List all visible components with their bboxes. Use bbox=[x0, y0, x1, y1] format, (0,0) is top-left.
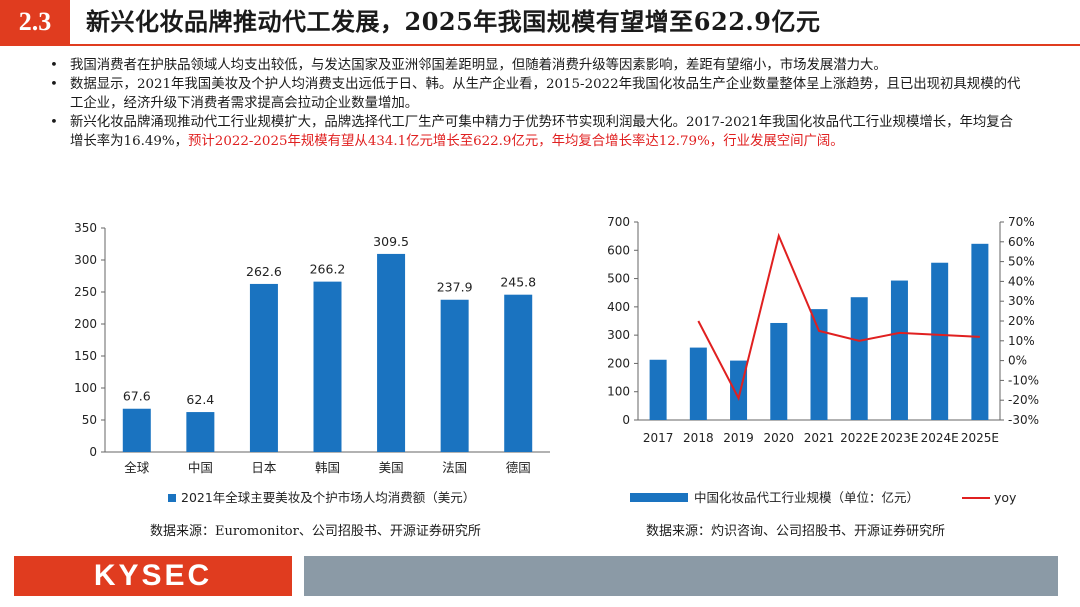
bar bbox=[850, 297, 868, 420]
x-tick-label: 2019 bbox=[723, 431, 754, 445]
right-tick-label: 70% bbox=[1008, 215, 1035, 229]
legend-line-label: yoy bbox=[994, 490, 1017, 505]
bar bbox=[689, 347, 707, 420]
bar bbox=[313, 281, 342, 452]
x-tick-label: 2017 bbox=[643, 431, 674, 445]
bullet-item: • 新兴化妆品牌涌现推动代工行业规模扩大，品牌选择代工厂生产可集中精力于优势环节… bbox=[24, 113, 1024, 151]
right-tick-label: 20% bbox=[1008, 314, 1035, 328]
bar-value-label: 245.8 bbox=[500, 275, 536, 290]
x-tick-label: 2024E bbox=[921, 431, 959, 445]
section-number: 2.3 bbox=[0, 0, 70, 44]
bar bbox=[730, 360, 748, 420]
left-tick-label: 0 bbox=[622, 413, 630, 427]
y-tick-label: 100 bbox=[74, 381, 97, 395]
page-title: 新兴化妆品牌推动代工发展，2025年我国规模有望增至622.9亿元 bbox=[86, 7, 821, 36]
x-tick-label: 中国 bbox=[188, 460, 213, 475]
bar-value-label: 237.9 bbox=[437, 280, 473, 295]
x-tick-label: 日本 bbox=[251, 460, 277, 475]
yoy-line bbox=[697, 232, 980, 402]
bullet-text: 新兴化妆品牌涌现推动代工行业规模扩大，品牌选择代工厂生产可集中精力于优势环节实现… bbox=[70, 115, 1014, 149]
bar bbox=[810, 309, 828, 420]
legend-label: 2021年全球主要美妆及个护市场人均消费额（美元） bbox=[181, 490, 475, 505]
bar-value-label: 266.2 bbox=[310, 262, 346, 277]
left-tick-label: 200 bbox=[607, 356, 630, 370]
bar-value-label: 67.6 bbox=[123, 389, 151, 404]
x-tick-label: 2023E bbox=[880, 431, 918, 445]
x-tick-label: 2025E bbox=[961, 431, 999, 445]
footer-bar bbox=[304, 556, 1058, 596]
bar bbox=[971, 243, 989, 420]
right-tick-label: -20% bbox=[1008, 393, 1039, 407]
bullet-dot: • bbox=[50, 77, 58, 92]
chart2-source: 数据来源：灼识咨询、公司招股书、开源证券研究所 bbox=[646, 524, 946, 539]
bar bbox=[440, 299, 469, 452]
bar-value-label: 62.4 bbox=[186, 392, 214, 407]
y-tick-label: 300 bbox=[74, 253, 97, 267]
bar-value-label: 262.6 bbox=[246, 264, 282, 279]
y-tick-label: 50 bbox=[82, 413, 97, 427]
bar bbox=[249, 283, 278, 452]
y-tick-label: 250 bbox=[74, 285, 97, 299]
y-tick-label: 200 bbox=[74, 317, 97, 331]
footer-logo-bg bbox=[14, 556, 292, 596]
bullet-text: 我国消费者在护肤品领域人均支出较低，与发达国家及亚洲邻国差距明显，但随着消费升级… bbox=[70, 58, 887, 73]
left-tick-label: 400 bbox=[607, 300, 630, 314]
right-tick-label: 40% bbox=[1008, 274, 1035, 288]
chart1-source: 数据来源：Euromonitor、公司招股书、开源证券研究所 bbox=[150, 524, 481, 539]
right-tick-label: 30% bbox=[1008, 294, 1035, 308]
bar bbox=[377, 253, 406, 452]
bar bbox=[770, 322, 788, 420]
bar-value-label: 309.5 bbox=[373, 234, 409, 249]
per-capita-bar-chart: 0 50 100 150 200 250 300 350 67.6 全球 62.4 中国 262.6 日本… bbox=[74, 221, 550, 505]
bullet-highlight: 预计2022-2025年规模有望从434.1亿元增长至622.9亿元，年均复合增… bbox=[188, 134, 844, 149]
bar bbox=[931, 262, 949, 420]
x-tick-label: 法国 bbox=[442, 460, 467, 475]
right-tick-label: 0% bbox=[1008, 354, 1027, 368]
header: 2.3 新兴化妆品牌推动代工发展，2025年我国规模有望增至622.9亿元 bbox=[0, 0, 1080, 44]
right-tick-label: -30% bbox=[1008, 413, 1039, 427]
footer: KYSEC bbox=[0, 556, 1080, 596]
right-tick-label: 50% bbox=[1008, 255, 1035, 269]
y-tick-label: 350 bbox=[74, 221, 97, 235]
bar bbox=[890, 280, 908, 420]
x-tick-label: 美国 bbox=[379, 460, 404, 475]
right-tick-label: -10% bbox=[1008, 373, 1039, 387]
right-tick-label: 10% bbox=[1008, 334, 1035, 348]
bullet-item: • 我国消费者在护肤品领域人均支出较低，与发达国家及亚洲邻国差距明显，但随着消费… bbox=[24, 56, 1024, 75]
left-tick-label: 300 bbox=[607, 328, 630, 342]
x-tick-label: 2022E bbox=[840, 431, 878, 445]
bullet-list: • 我国消费者在护肤品领域人均支出较低，与发达国家及亚洲邻国差距明显，但随着消费… bbox=[24, 56, 1024, 151]
bar bbox=[186, 412, 215, 452]
oem-scale-combo-chart: 0 100 200 300 400 500 600 700 -30% -20% -10% 0% 10% 2… bbox=[607, 215, 1039, 505]
left-tick-label: 600 bbox=[607, 243, 630, 257]
bar bbox=[504, 294, 533, 452]
left-tick-label: 100 bbox=[607, 385, 630, 399]
x-tick-label: 韩国 bbox=[315, 460, 340, 475]
x-tick-label: 2021 bbox=[804, 431, 835, 445]
right-tick-label: 60% bbox=[1008, 235, 1035, 249]
x-tick-label: 2018 bbox=[683, 431, 714, 445]
legend-bar-swatch bbox=[630, 493, 688, 502]
bullet-dot: • bbox=[50, 115, 58, 130]
legend-bar-label: 中国化妆品代工行业规模（单位：亿元） bbox=[694, 490, 919, 505]
left-tick-label: 700 bbox=[607, 215, 630, 229]
bullet-text: 数据显示，2021年我国美妆及个护人均消费支出远低于日、韩。从生产企业看，201… bbox=[70, 77, 1021, 111]
bar bbox=[122, 408, 151, 452]
header-rule bbox=[0, 44, 1080, 46]
kysec-logo: KYSEC bbox=[93, 559, 213, 592]
y-tick-label: 0 bbox=[89, 445, 97, 459]
bullet-dot: • bbox=[50, 58, 58, 73]
bullet-item: • 数据显示，2021年我国美妆及个护人均消费支出远低于日、韩。从生产企业看，2… bbox=[24, 75, 1024, 113]
legend-swatch bbox=[168, 494, 176, 502]
x-tick-label: 德国 bbox=[506, 460, 531, 475]
left-tick-label: 500 bbox=[607, 272, 630, 286]
x-tick-label: 全球 bbox=[124, 460, 150, 475]
bar bbox=[649, 359, 667, 420]
x-tick-label: 2020 bbox=[764, 431, 795, 445]
y-tick-label: 150 bbox=[74, 349, 97, 363]
